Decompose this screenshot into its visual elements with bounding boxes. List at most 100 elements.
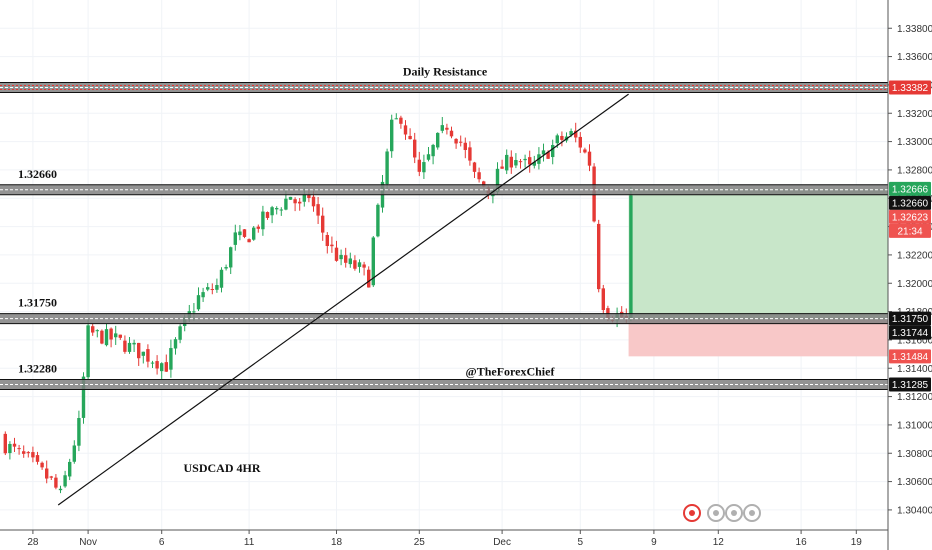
price-badge	[889, 325, 931, 340]
candle-body	[321, 215, 325, 233]
uptrend-line[interactable]	[57, 93, 629, 506]
x-tick-label: Nov	[79, 537, 97, 548]
candle-body	[265, 212, 270, 218]
y-tick-label: 1.33800	[897, 24, 932, 35]
event-dot	[713, 510, 719, 516]
candle-body	[215, 285, 219, 290]
candle-body	[334, 247, 339, 261]
price-badge-text: 1.32666	[892, 184, 929, 195]
candle-body	[164, 362, 168, 372]
calendar-event-icon[interactable]	[743, 504, 761, 522]
y-tick-label: 1.31600	[897, 335, 932, 346]
candle-body	[8, 443, 12, 454]
candle-body	[413, 139, 417, 158]
profit-zone[interactable]	[628, 188, 888, 320]
candle-body	[454, 138, 458, 144]
level-band-fill	[0, 82, 888, 93]
y-tick-label: 1.31400	[897, 364, 932, 375]
candle-body	[509, 156, 513, 168]
level-band[interactable]	[0, 313, 888, 325]
candle-body	[45, 468, 49, 479]
candle-body	[514, 160, 518, 166]
candle-body	[394, 118, 398, 120]
trendline	[57, 93, 629, 506]
price-badge-text: 1.31285	[892, 380, 929, 391]
candle-body	[445, 127, 449, 130]
watermark-text: @TheForexChief	[466, 365, 556, 379]
candle-body	[459, 141, 463, 143]
candle-body	[472, 162, 477, 172]
candle-body	[436, 132, 440, 148]
candle-body	[242, 229, 247, 237]
candle-body	[270, 207, 274, 216]
candle-body	[339, 254, 343, 260]
y-tick-label: 1.30800	[897, 449, 932, 460]
event-icons[interactable]	[683, 504, 761, 522]
candle-body	[229, 247, 233, 268]
candle-body	[26, 452, 30, 454]
candle-body	[252, 227, 256, 240]
y-tick-label: 1.33000	[897, 137, 932, 148]
y-tick-label: 1.31200	[897, 392, 932, 403]
candle-body	[155, 361, 159, 369]
candle-body	[224, 267, 228, 269]
candle-body	[298, 201, 302, 204]
candle-body	[482, 181, 486, 187]
candle-body	[302, 193, 306, 202]
candle-body	[546, 151, 550, 159]
loss-zone[interactable]	[628, 319, 888, 357]
position-zones	[628, 188, 888, 357]
x-tick-label: 5	[578, 537, 584, 548]
candle-body	[123, 340, 127, 352]
level-band[interactable]	[0, 81, 888, 93]
candle-body	[477, 172, 481, 180]
candle-body	[114, 333, 118, 338]
level-band-fill	[0, 313, 888, 324]
calendar-event-icon[interactable]	[725, 504, 743, 522]
candle-body	[495, 168, 500, 193]
level-band[interactable]	[0, 379, 888, 391]
candle-body	[307, 194, 311, 199]
level-band[interactable]	[0, 184, 888, 196]
candle-body	[505, 154, 509, 171]
calendar-event-icon[interactable]	[707, 504, 725, 522]
candle-body	[468, 147, 472, 161]
candle-body	[31, 452, 35, 458]
x-tick-label: 19	[851, 537, 863, 548]
candle-body	[118, 334, 122, 338]
candle-body	[173, 339, 178, 349]
candle-body	[431, 144, 435, 157]
candle-body	[196, 295, 201, 310]
candle-body	[275, 208, 279, 210]
candle-body	[137, 342, 141, 359]
candle-body	[17, 448, 21, 450]
candle-body	[150, 362, 155, 364]
candle-body	[325, 234, 329, 247]
candle-body	[362, 264, 366, 268]
symbol-label: USDCAD 4HR	[183, 461, 260, 475]
candle-body	[367, 269, 371, 288]
candle-body	[597, 223, 601, 290]
candle-body	[293, 199, 297, 204]
candle-body	[81, 376, 86, 418]
candle-body	[578, 136, 582, 148]
price-badge-text: 1.31744	[892, 328, 929, 339]
candle-body	[403, 125, 408, 135]
candle-body	[132, 342, 136, 345]
candle-body	[201, 292, 205, 298]
candle-body	[58, 488, 63, 491]
candle-body	[463, 142, 467, 150]
price-badge	[889, 223, 931, 238]
candle-body	[288, 196, 293, 200]
calendar-event-icon[interactable]	[683, 504, 701, 522]
y-tick-label: 1.30400	[897, 505, 932, 516]
candle-body	[574, 130, 578, 138]
candle-body	[104, 329, 109, 346]
price-badge	[889, 181, 931, 196]
candle-body	[141, 351, 145, 356]
candle-body	[560, 136, 564, 140]
candle-body	[330, 244, 334, 247]
x-tick-label: 9	[651, 537, 657, 548]
candle-body	[22, 451, 26, 454]
